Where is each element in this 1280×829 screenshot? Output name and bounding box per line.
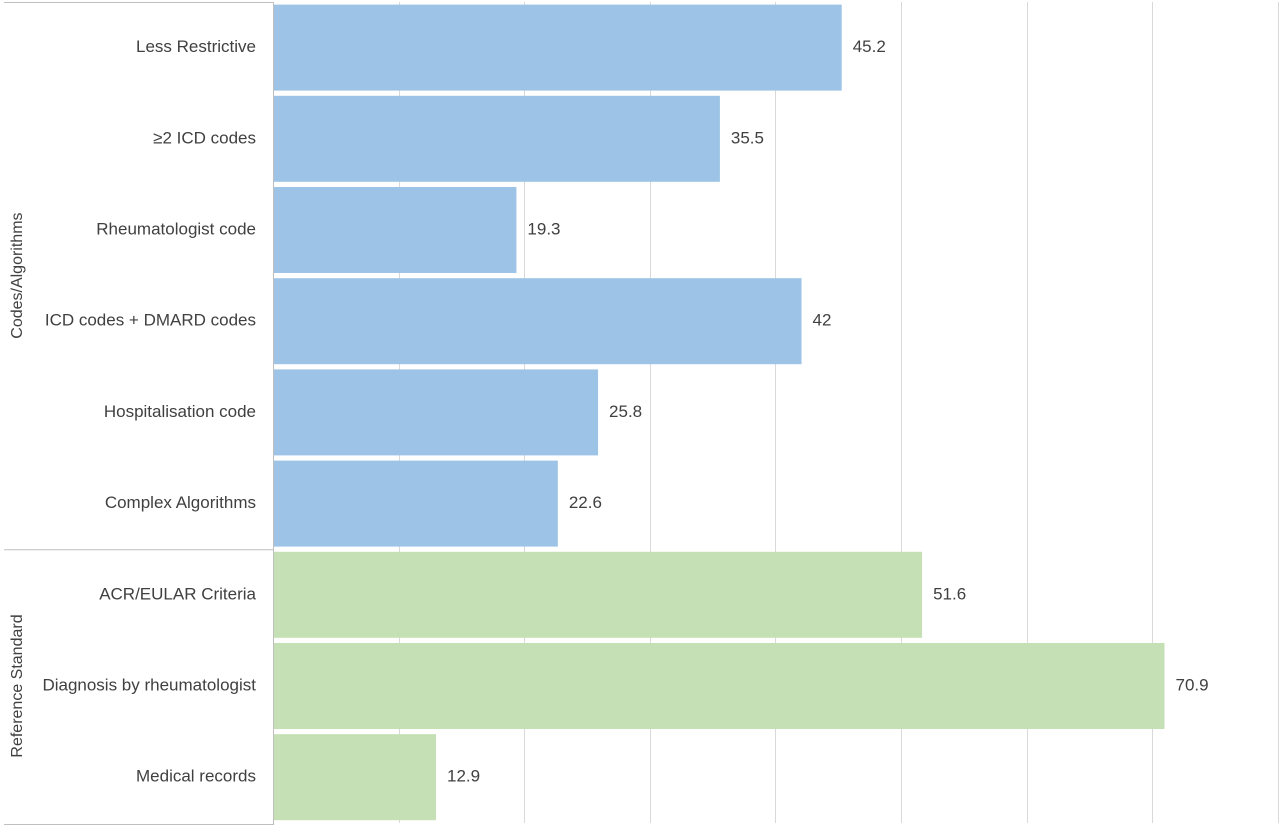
bar [274,95,720,182]
category-label: Rheumatologist code [96,219,256,238]
bars [274,4,1165,821]
bar [274,187,517,273]
data-label: 35.5 [731,128,764,147]
data-label: 25.8 [609,402,642,421]
labels: 45.2 Less Restrictive 35.5 ≥2 ICD codes 19.3… [9,37,1208,786]
data-label: 42 [813,311,832,330]
group-label: Codes/Algorithms [9,212,26,338]
data-label: 12.9 [447,767,480,786]
data-label: 45.2 [853,37,886,56]
axis-lines [4,2,274,825]
group-label: Reference Standard [9,614,26,757]
category-label: Hospitalisation code [104,402,256,421]
category-label: ICD codes + DMARD codes [45,311,256,330]
category-label: ACR/EULAR Criteria [99,584,256,603]
bar [274,551,923,638]
bar [274,734,437,821]
bar [274,460,558,547]
bar [274,278,802,365]
data-label: 70.9 [1176,675,1209,694]
category-label: Complex Algorithms [105,493,256,512]
category-label: Diagnosis by rheumatologist [42,675,256,694]
category-label: Less Restrictive [136,37,256,56]
category-label: ≥2 ICD codes [153,128,256,147]
bar [274,643,1165,729]
bar [274,4,842,91]
bar [274,369,599,456]
data-label: 19.3 [527,219,560,238]
data-label: 51.6 [933,584,966,603]
category-label: Medical records [136,767,256,786]
data-label: 22.6 [569,493,602,512]
